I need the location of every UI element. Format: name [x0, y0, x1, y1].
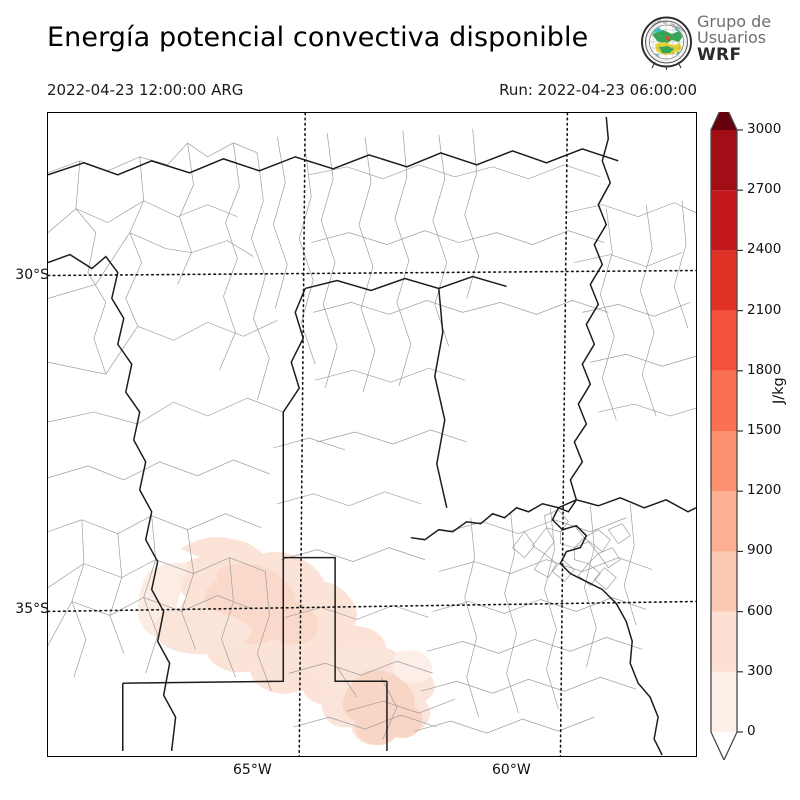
- colorbar-tick-label: 2400: [747, 241, 782, 258]
- colorbar-tick-label: 2700: [747, 181, 782, 198]
- colorbar-bin: [711, 250, 737, 311]
- colorbar-ticks: [737, 129, 743, 733]
- grid-line-lon-65W: [298, 113, 307, 756]
- colorbar-tick-label: 600: [747, 602, 773, 619]
- graticule: [48, 113, 696, 756]
- wrf-user-group-seal-icon: GRUPO DE USUARIOS: [641, 16, 692, 70]
- colorbar-extend-min: [711, 732, 737, 760]
- colorbar-tick-label: 1200: [747, 482, 782, 499]
- valid-time-label: 2022-04-23 12:00:00 ARG: [47, 81, 244, 99]
- logo-text-block: Grupo de Usuarios WRF: [697, 12, 772, 65]
- wrf-user-group-logo: GRUPO DE USUARIOS Grupo de Usuarios WRF: [639, 12, 799, 75]
- grid-line-lat-35S: [48, 600, 696, 613]
- logo-line-2: Usuarios: [697, 28, 767, 48]
- colorbar-outline: [710, 112, 738, 760]
- logo-line-1: Grupo de: [697, 12, 772, 31]
- colorbar-bin: [711, 671, 737, 732]
- colorbar-tick-label: 0: [747, 723, 756, 739]
- colorbar-tick-label: 3000: [747, 121, 782, 137]
- cape-patch-lapampa-lobe: [155, 608, 254, 655]
- map-panel[interactable]: [47, 112, 697, 757]
- lat-label-35s: 35°S: [15, 601, 49, 617]
- grid-line-lat-30S: [48, 269, 696, 277]
- colorbar-bin: [711, 130, 737, 191]
- colorbar-bins: [711, 112, 737, 760]
- lon-label-65w: 65°W: [233, 762, 272, 778]
- grid-line-lon-60W: [559, 113, 569, 756]
- colorbar-bin: [711, 611, 737, 672]
- svg-text:USUARIOS: USUARIOS: [670, 22, 686, 33]
- svg-text:GRUPO: GRUPO: [651, 18, 663, 28]
- colorbar-tick-label: 1800: [747, 361, 782, 378]
- svg-text:DE: DE: [663, 20, 667, 24]
- colorbar-bin: [711, 431, 737, 492]
- colorbar-tick-label: 900: [747, 542, 773, 559]
- administrative-boundaries: [48, 128, 696, 740]
- colorbar-tick-label: 1500: [747, 422, 782, 438]
- page-title: Energía potencial convectiva disponible: [47, 22, 589, 53]
- colorbar-bin: [711, 491, 737, 552]
- colorbar-tick-label: 2100: [747, 301, 782, 318]
- country-borders-and-coastline: [48, 116, 696, 756]
- cape-shaded-field: [137, 537, 435, 746]
- map-canvas[interactable]: [48, 113, 696, 756]
- colorbar-canvas: [710, 112, 743, 760]
- colorbar-bin: [711, 190, 737, 251]
- colorbar-bin: [711, 551, 737, 612]
- colorbar-unit-label: J/kg: [771, 377, 787, 404]
- run-time-label: Run: 2022-04-23 06:00:00: [499, 81, 697, 99]
- logo-line-3: WRF: [697, 44, 742, 65]
- colorbar[interactable]: 0 300 600 900 1200 1500 1800 2100 2400 2700 3000: [705, 112, 800, 760]
- lat-label-30s: 30°S: [15, 267, 49, 283]
- colorbar-tick-label: 300: [747, 662, 773, 679]
- lon-label-60w: 60°W: [492, 762, 531, 778]
- colorbar-bin: [711, 370, 737, 431]
- cape-patch-buenosaires-core: [342, 670, 423, 746]
- colorbar-bin: [711, 310, 737, 371]
